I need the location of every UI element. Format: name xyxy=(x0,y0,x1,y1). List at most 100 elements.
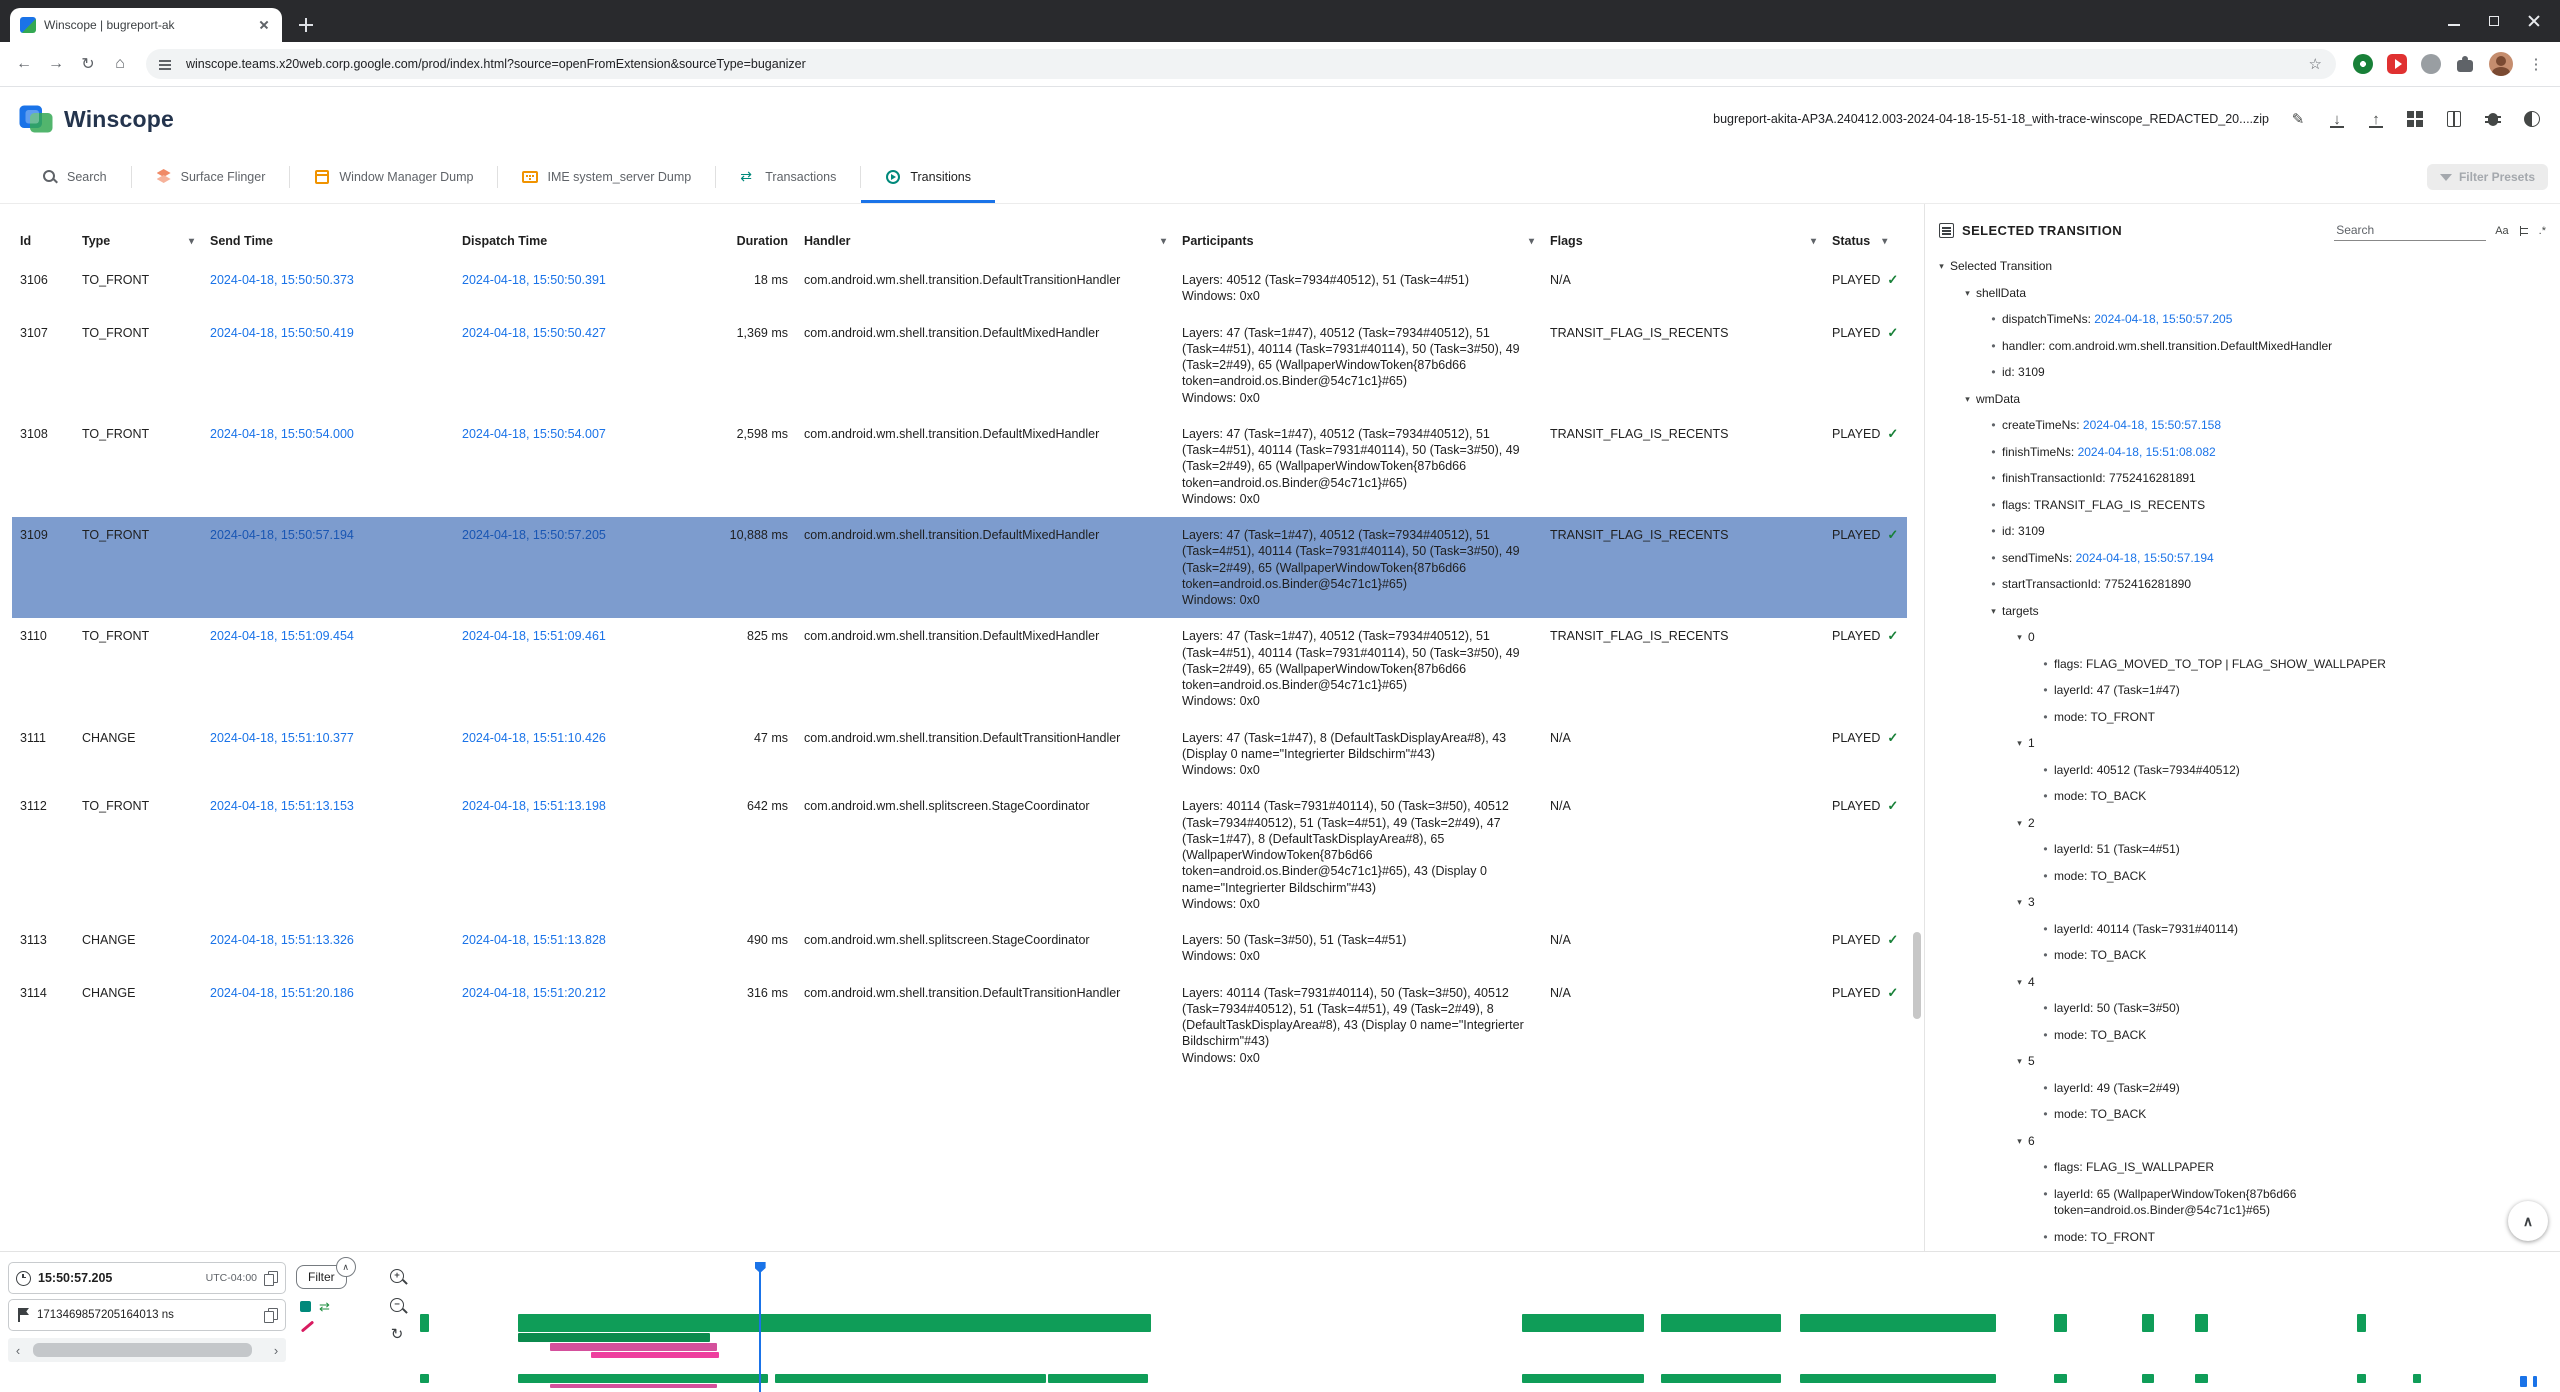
tree-leaf[interactable]: • layerId: 50 (Task=3#50) xyxy=(1933,995,2514,1022)
tree-leaf[interactable]: • createTimeNs: 2024-04-18, 15:50:57.158 xyxy=(1933,412,2514,439)
timeline-segment[interactable] xyxy=(2519,1376,2528,1387)
dispatch-time-link[interactable]: 2024-04-18, 15:50:57.205 xyxy=(462,528,606,542)
collapse-filter-icon[interactable]: ∧ xyxy=(335,1257,356,1277)
tree-leaf[interactable]: • dispatchTimeNs: 2024-04-18, 15:50:57.20… xyxy=(1933,306,2514,333)
upload-icon[interactable]: ↑ xyxy=(2366,109,2386,129)
filter-dropdown-icon[interactable]: ▾ xyxy=(188,235,194,247)
reload-icon[interactable]: ↻ xyxy=(81,56,95,73)
transition-row-3109[interactable]: 3109 TO_FRONT 2024-04-18, 15:50:57.194 2024… xyxy=(12,517,1907,619)
collapse-arrow-icon[interactable]: ▾ xyxy=(2017,738,2022,748)
extension-gray-icon[interactable] xyxy=(2421,54,2441,74)
timeline-segment[interactable] xyxy=(2195,1314,2208,1332)
column-header-status[interactable]: Status ▾ xyxy=(1824,224,1907,262)
extensions-puzzle-icon[interactable] xyxy=(2455,54,2475,74)
dispatch-time-link[interactable]: 2024-04-18, 15:51:09.461 xyxy=(462,629,606,644)
transition-row-3111[interactable]: 3111 CHANGE 2024-04-18, 15:51:10.377 2024-0… xyxy=(12,720,1907,789)
tree-node[interactable]: ▾ 5 xyxy=(1933,1048,2514,1075)
dispatch-time-link[interactable]: 2024-04-18, 15:51:10.426 xyxy=(462,730,606,745)
tree-leaf[interactable]: • mode: TO_BACK xyxy=(1933,783,2514,810)
transaction-trace-icon[interactable]: ⇄ xyxy=(319,1299,330,1314)
timeline-segment[interactable] xyxy=(420,1314,429,1332)
send-time-link[interactable]: 2024-04-18, 15:50:50.373 xyxy=(210,273,354,287)
timeline-segment[interactable] xyxy=(1799,1314,1997,1332)
dispatch-time-link[interactable]: 2024-04-18, 15:50:54.007 xyxy=(462,426,606,441)
address-bar[interactable]: winscope.teams.x20web.corp.google.com/pr… xyxy=(146,49,2336,79)
copy-ns-icon[interactable] xyxy=(264,1307,278,1323)
timeline-segment[interactable] xyxy=(2532,1376,2537,1387)
filter-dropdown-icon[interactable]: ▾ xyxy=(1528,235,1534,247)
collapse-arrow-icon[interactable]: ▾ xyxy=(2017,817,2022,828)
timeline-segment[interactable] xyxy=(2195,1374,2208,1383)
extension-green-icon[interactable] xyxy=(2353,54,2373,74)
tree-leaf[interactable]: • layerId: 49 (Task=2#49) xyxy=(1933,1075,2514,1102)
timeline-segment[interactable] xyxy=(518,1374,769,1383)
timeline-segment[interactable] xyxy=(1661,1374,1781,1383)
tree-node[interactable]: ▾ targets xyxy=(1933,598,2514,625)
tree-leaf[interactable]: • id: 3109 xyxy=(1933,359,2514,386)
tree-leaf[interactable]: • flags: FLAG_IS_WALLPAPER xyxy=(1933,1154,2514,1181)
tree-node[interactable]: ▾ 4 xyxy=(1933,969,2514,996)
transition-trace-icon[interactable] xyxy=(300,1301,311,1312)
regex-icon[interactable]: .* xyxy=(2538,224,2546,237)
timeline-segment[interactable] xyxy=(2357,1374,2366,1383)
timeline-segment[interactable] xyxy=(590,1352,720,1358)
collapse-arrow-icon[interactable]: ▾ xyxy=(1991,605,1996,616)
tree-leaf[interactable]: • sendTimeNs: 2024-04-18, 15:50:57.194 xyxy=(1933,545,2514,572)
send-time-link[interactable]: 2024-04-18, 15:51:13.153 xyxy=(210,799,354,814)
timeline-segment[interactable] xyxy=(518,1333,711,1342)
dispatch-time-link[interactable]: 2024-04-18, 15:50:50.391 xyxy=(462,273,606,287)
maximize-icon[interactable] xyxy=(2488,15,2500,27)
transition-row-3107[interactable]: 3107 TO_FRONT 2024-04-18, 15:50:50.419 2024… xyxy=(12,315,1907,416)
site-settings-icon[interactable] xyxy=(154,53,176,75)
minimize-icon[interactable] xyxy=(2448,15,2460,27)
transition-row-3113[interactable]: 3113 CHANGE 2024-04-18, 15:51:13.326 2024-0… xyxy=(12,922,1907,975)
transition-row-3106[interactable]: 3106 TO_FRONT 2024-04-18, 15:50:50.373 2024… xyxy=(12,262,1907,315)
tab-ime-system-server-dump[interactable]: IME system_server Dump xyxy=(498,151,715,203)
collapse-arrow-icon[interactable]: ▾ xyxy=(2017,1056,2022,1066)
filter-dropdown-icon[interactable]: ▾ xyxy=(1882,235,1888,247)
tree-node[interactable]: ▾ 1 xyxy=(1933,730,2514,757)
extension-red-icon[interactable] xyxy=(2387,54,2407,74)
reset-zoom-button[interactable]: ↻ xyxy=(390,1326,404,1343)
timeline-segment[interactable] xyxy=(1522,1314,1644,1332)
tree-node[interactable]: ▾ 6 xyxy=(1933,1128,2514,1155)
timeline-cursor[interactable] xyxy=(758,1262,761,1392)
filter-dropdown-icon[interactable]: ▾ xyxy=(1160,235,1166,247)
scrollbar-thumb[interactable] xyxy=(1913,931,1921,1019)
tab-close-icon[interactable] xyxy=(256,17,272,33)
tree-search-icon[interactable] xyxy=(2518,225,2530,237)
timeline-segment[interactable] xyxy=(1047,1374,1149,1383)
transition-row-3114[interactable]: 3114 CHANGE 2024-04-18, 15:51:20.186 2024-0… xyxy=(12,975,1907,1076)
collapse-arrow-icon[interactable]: ▾ xyxy=(1965,393,1970,404)
report-bug-icon[interactable] xyxy=(2483,109,2503,129)
timeline-overview[interactable] xyxy=(420,1373,2556,1390)
send-time-link[interactable]: 2024-04-18, 15:50:54.000 xyxy=(210,426,354,441)
filter-dropdown-icon[interactable]: ▾ xyxy=(1810,235,1816,247)
tree-leaf[interactable]: •type: TO_FRONT xyxy=(1933,1250,2514,1251)
tree-leaf[interactable]: • layerId: 47 (Task=1#47) xyxy=(1933,677,2514,704)
timeline-segment[interactable] xyxy=(2141,1374,2155,1383)
profile-avatar[interactable] xyxy=(2489,52,2513,76)
tree-node[interactable]: ▾ shellData xyxy=(1933,280,2514,307)
tree-leaf[interactable]: • finishTimeNs: 2024-04-18, 15:51:08.082 xyxy=(1933,439,2514,466)
scroll-to-top-button[interactable]: ∧ xyxy=(2508,1201,2548,1241)
collapse-arrow-icon[interactable]: ▾ xyxy=(2017,976,2022,987)
timeline-hscrollbar[interactable]: ‹ › xyxy=(8,1338,286,1362)
dispatch-time-link[interactable]: 2024-04-18, 15:51:20.212 xyxy=(462,985,606,1000)
table-scrollbar[interactable] xyxy=(1913,274,1921,1241)
send-time-link[interactable]: 2024-04-18, 15:50:50.419 xyxy=(210,325,354,340)
timeline-segment[interactable] xyxy=(1799,1374,1997,1383)
scroll-right-icon[interactable]: › xyxy=(273,1342,279,1358)
tab-transitions[interactable]: Transitions xyxy=(861,151,995,203)
collapse-arrow-icon[interactable]: ▾ xyxy=(2017,1135,2022,1146)
new-tab-button[interactable] xyxy=(292,11,320,39)
zoom-in-button[interactable]: + xyxy=(388,1267,406,1285)
browser-tab[interactable]: Winscope | bugreport-ak xyxy=(10,8,282,42)
filter-presets-button[interactable]: Filter Presets xyxy=(2426,164,2548,190)
timeline-segment[interactable] xyxy=(774,1374,1046,1383)
back-icon[interactable]: ← xyxy=(16,55,32,72)
timeline-segment[interactable] xyxy=(2054,1314,2067,1332)
tree-leaf[interactable]: • mode: TO_BACK xyxy=(1933,1022,2514,1049)
tree-leaf[interactable]: • mode: TO_BACK xyxy=(1933,1101,2514,1128)
timeline-segment[interactable] xyxy=(420,1374,429,1383)
